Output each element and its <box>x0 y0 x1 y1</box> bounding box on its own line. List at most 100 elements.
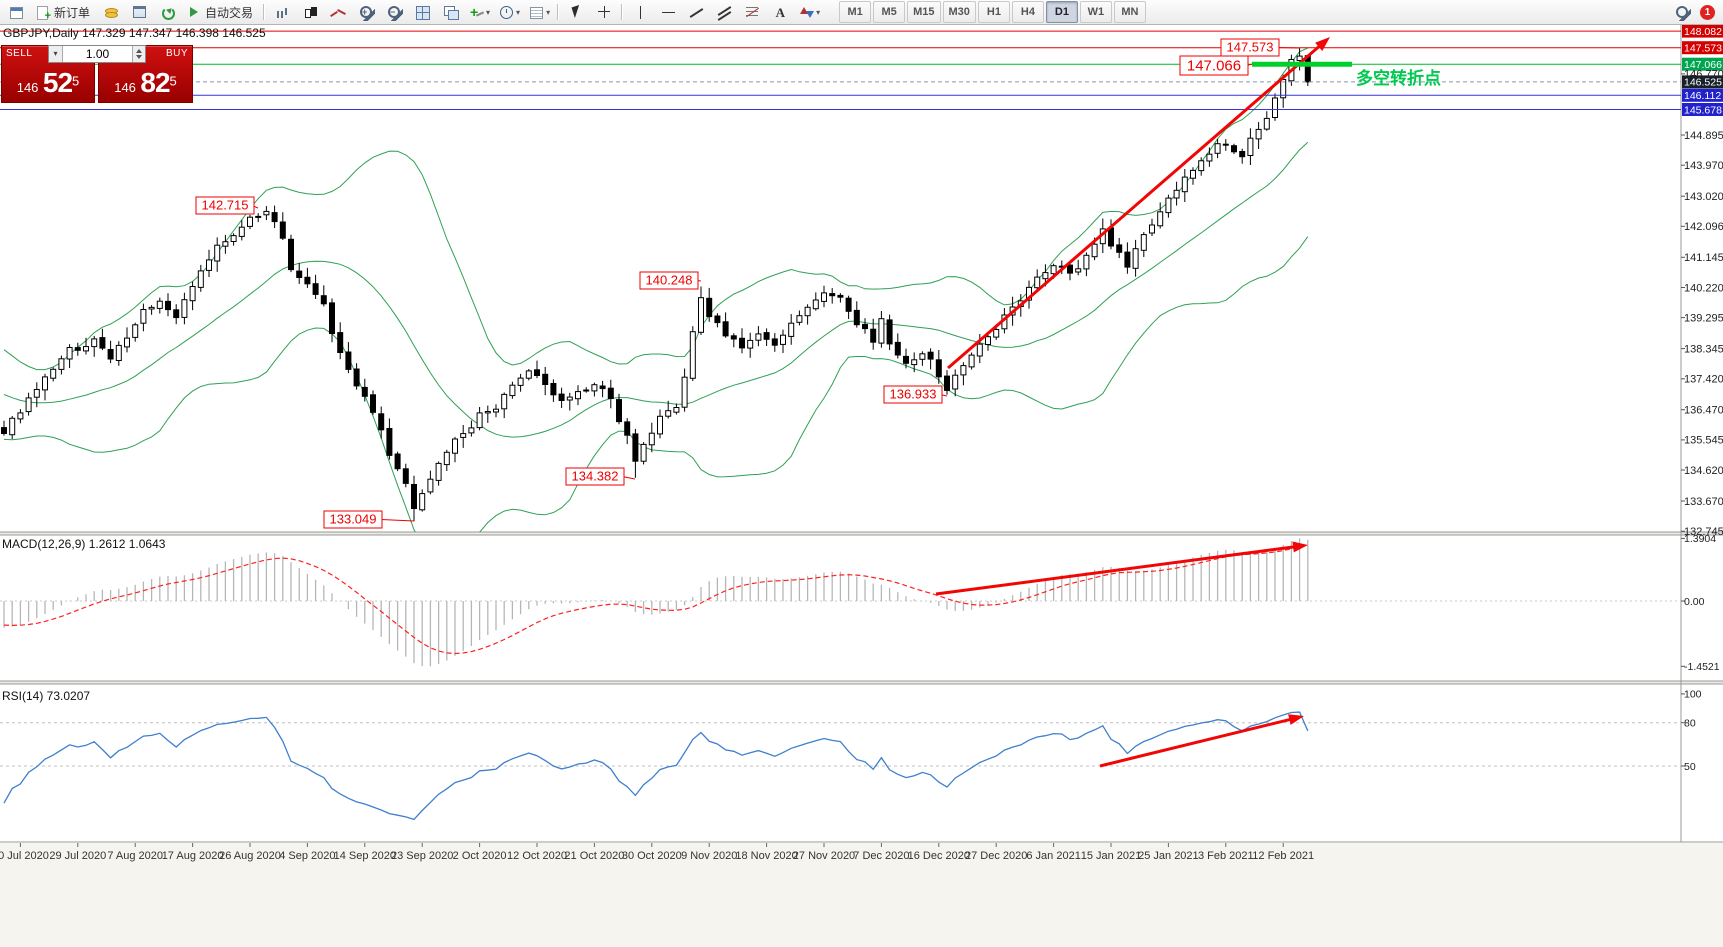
svg-text:21 Oct 2020: 21 Oct 2020 <box>564 850 624 862</box>
macd-scale: 1.3904 0.00 -1.4521 <box>1681 533 1720 673</box>
svg-text:14 Sep 2020: 14 Sep 2020 <box>334 850 396 862</box>
svg-text:0.00: 0.00 <box>1684 596 1705 608</box>
bar-chart-button[interactable] <box>269 1 295 23</box>
svg-text:3 Feb 2021: 3 Feb 2021 <box>1198 850 1254 862</box>
svg-text:145.678: 145.678 <box>1684 104 1722 116</box>
periods-button[interactable]: ▾ <box>495 1 523 23</box>
channel-icon <box>716 4 733 21</box>
datawin-icon <box>131 4 148 21</box>
volume-input[interactable] <box>63 46 132 62</box>
svg-text:17 Aug 2020: 17 Aug 2020 <box>162 850 224 862</box>
svg-text:7 Aug 2020: 7 Aug 2020 <box>107 850 163 862</box>
timeframe-h4[interactable]: H4 <box>1011 1 1044 23</box>
sell-price-prefix: 146 <box>16 80 39 95</box>
text-icon <box>772 4 789 21</box>
price-scale[interactable]: 146.770 144.895 143.970 143.020 142.096 141.1… <box>1681 69 1723 538</box>
text-label-button[interactable] <box>767 1 793 23</box>
svg-text:146.112: 146.112 <box>1684 90 1721 102</box>
candles-icon <box>302 4 319 21</box>
spinner-up-icon[interactable] <box>136 49 142 53</box>
svg-text:15 Jan 2021: 15 Jan 2021 <box>1081 850 1142 862</box>
cursor-icon <box>568 4 585 21</box>
charts-panel-button[interactable] <box>3 1 29 23</box>
trend-arrows[interactable] <box>935 37 1330 768</box>
timeframe-w1[interactable]: W1 <box>1079 1 1112 23</box>
svg-text:133.670: 133.670 <box>1684 496 1723 508</box>
search-icon <box>1673 3 1691 21</box>
volume-control <box>48 45 146 63</box>
fibonacci-button[interactable] <box>739 1 765 23</box>
search-button[interactable] <box>1669 1 1695 23</box>
rsi-line <box>3 711 1309 821</box>
macd-signal-line <box>3 544 1308 655</box>
rsi-panel <box>0 711 1681 821</box>
zoom-out-button[interactable] <box>381 1 407 23</box>
toolbar-separator <box>621 4 624 20</box>
dropdown-arrow-icon: ▾ <box>816 7 821 17</box>
templates-button[interactable]: ▾ <box>525 1 553 23</box>
data-window-button[interactable] <box>126 1 152 23</box>
spinner-down-icon[interactable] <box>136 55 142 59</box>
vertical-line-button[interactable] <box>627 1 653 23</box>
volume-spinner[interactable] <box>132 46 145 62</box>
trend-icon <box>688 4 705 21</box>
svg-text:134.382: 134.382 <box>572 469 619 484</box>
template-icon <box>528 4 545 21</box>
svg-text:27 Dec 2020: 27 Dec 2020 <box>965 850 1027 862</box>
market-watch-button[interactable] <box>98 1 124 23</box>
autotrading-button[interactable]: 自动交易 <box>182 1 259 23</box>
indicators-button[interactable]: ▾ <box>465 1 493 23</box>
zoomout-icon <box>385 3 403 21</box>
channel-button[interactable] <box>711 1 737 23</box>
price-callouts[interactable]: 142.715 140.248 136.933 134.382 133.049 147.5… <box>195 38 1301 529</box>
trendline-button[interactable] <box>683 1 709 23</box>
candlestick-chart-button[interactable] <box>297 1 323 23</box>
neworder-icon <box>34 4 51 22</box>
zoom-in-button[interactable] <box>353 1 379 23</box>
timeframe-h1[interactable]: H1 <box>977 1 1010 23</box>
horizontal-line-button[interactable] <box>655 1 681 23</box>
svg-text:141.145: 141.145 <box>1684 252 1723 264</box>
horizontal-lines[interactable]: 148.082 147.573 147.066 146.112 145.678 146.5… <box>0 24 1723 117</box>
timeframe-m5[interactable]: M5 <box>873 1 906 23</box>
svg-text:30 Oct 2020: 30 Oct 2020 <box>622 850 682 862</box>
svg-text:134.620: 134.620 <box>1684 465 1723 477</box>
svg-text:27 Nov 2020: 27 Nov 2020 <box>793 850 855 862</box>
timeframe-m15[interactable]: M15 <box>907 1 941 23</box>
crosshair-button[interactable] <box>591 1 617 23</box>
svg-text:138.345: 138.345 <box>1684 343 1723 355</box>
svg-text:136.470: 136.470 <box>1684 405 1723 417</box>
arrow-objects-button[interactable]: ▾ <box>795 1 823 23</box>
svg-text:132.745: 132.745 <box>1684 526 1723 538</box>
sell-price-sup: 5 <box>72 73 80 89</box>
buy-price-big: 82 <box>140 67 170 98</box>
notification-badge[interactable]: 1 <box>1700 4 1715 20</box>
svg-text:142.715: 142.715 <box>202 198 249 213</box>
timeframe-mn[interactable]: MN <box>1113 1 1146 23</box>
tile-windows-button[interactable] <box>409 1 435 23</box>
refresh-button[interactable] <box>154 1 180 23</box>
sell-label: SELL <box>6 48 33 59</box>
timeframe-m1[interactable]: M1 <box>839 1 872 23</box>
svg-text:147.066: 147.066 <box>1187 58 1241 75</box>
bars-icon <box>274 4 291 21</box>
clock-icon <box>498 4 515 21</box>
one-click-trading-panel: SELL 146 525 BUY 146 825 <box>1 45 193 103</box>
timeframe-d1[interactable]: D1 <box>1045 1 1078 23</box>
cursor-button[interactable] <box>563 1 589 23</box>
bollinger-bands <box>3 47 1309 532</box>
volume-dropdown-icon[interactable] <box>49 46 63 62</box>
new-order-button[interactable]: 新订单 <box>31 1 96 23</box>
cascade-windows-button[interactable] <box>437 1 463 23</box>
svg-text:2 Oct 2020: 2 Oct 2020 <box>453 850 507 862</box>
timeframe-toolbar: M1 M5 M15 M30 H1 H4 D1 W1 MN <box>838 1 1147 23</box>
line-chart-button[interactable] <box>325 1 351 23</box>
svg-text:26 Aug 2020: 26 Aug 2020 <box>219 850 281 862</box>
symbol-ohlc-label: GBPJPY,Daily 147.329 147.347 146.398 146… <box>3 26 266 40</box>
svg-text:147.066: 147.066 <box>1684 59 1722 71</box>
timeframe-m30[interactable]: M30 <box>942 1 976 23</box>
svg-text:6 Jan 2021: 6 Jan 2021 <box>1026 850 1080 862</box>
